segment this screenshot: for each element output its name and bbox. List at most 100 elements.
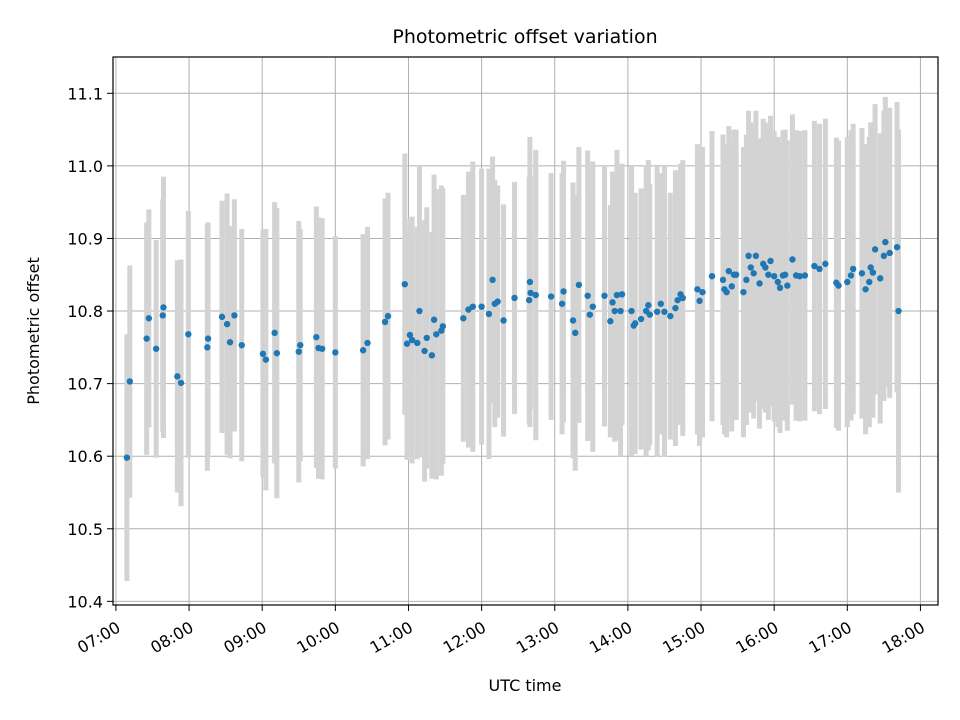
data-point — [226, 339, 234, 346]
data-point — [607, 318, 614, 325]
data-point — [628, 307, 635, 315]
data-point — [844, 278, 851, 286]
data-point — [589, 303, 596, 310]
data-point — [204, 344, 211, 351]
data-point — [609, 299, 616, 306]
data-point — [160, 304, 167, 311]
data-point — [575, 281, 583, 289]
data-point — [416, 307, 423, 315]
data-point — [262, 356, 270, 363]
data-point — [439, 323, 447, 330]
y-tick-label: 10.9 — [67, 229, 103, 248]
data-point — [525, 296, 533, 304]
data-point — [732, 271, 740, 278]
data-point — [667, 312, 674, 320]
data-point — [882, 238, 889, 246]
data-point — [511, 294, 518, 302]
data-point — [699, 288, 706, 296]
data-point — [273, 349, 281, 357]
data-point — [708, 273, 716, 280]
data-point — [297, 341, 304, 349]
data-point — [811, 262, 818, 270]
data-point — [423, 334, 430, 342]
y-tick-label: 10.4 — [67, 592, 103, 611]
data-point — [332, 349, 339, 356]
data-point — [866, 278, 873, 286]
data-points — [123, 238, 902, 461]
data-point — [586, 311, 594, 318]
data-point — [694, 286, 701, 293]
data-point — [770, 273, 778, 280]
data-point — [725, 267, 733, 275]
data-point — [869, 269, 877, 276]
data-point — [532, 291, 539, 299]
data-point — [478, 303, 485, 310]
data-point — [776, 284, 784, 292]
data-point — [428, 352, 436, 359]
data-point — [796, 273, 803, 280]
data-point — [159, 312, 166, 319]
data-point — [756, 280, 763, 287]
y-tick-label: 11.0 — [67, 157, 103, 176]
data-point — [723, 288, 730, 296]
data-point — [558, 300, 566, 307]
data-point — [847, 272, 855, 279]
data-point — [774, 278, 782, 286]
data-point — [762, 264, 769, 271]
data-point — [218, 313, 226, 321]
data-point — [433, 331, 440, 338]
data-point — [177, 379, 185, 387]
data-point — [617, 307, 624, 315]
data-point — [223, 320, 231, 328]
data-point — [494, 298, 501, 305]
data-point — [645, 302, 652, 309]
data-point — [572, 329, 579, 337]
data-point — [632, 320, 639, 327]
data-point — [601, 292, 608, 299]
data-point — [384, 312, 392, 320]
data-point — [295, 348, 302, 355]
data-point — [822, 260, 829, 268]
data-point — [421, 347, 428, 355]
data-point — [231, 312, 238, 319]
data-point — [679, 294, 686, 302]
data-point — [500, 317, 507, 324]
chart-title: Photometric offset variation — [392, 26, 657, 48]
data-point — [584, 292, 591, 299]
data-point — [611, 307, 618, 315]
y-axis-ticks: 10.4 10.5 10.6 10.7 10.8 10.9 11.0 11.1 — [67, 84, 113, 611]
data-point — [801, 272, 809, 279]
data-point — [784, 282, 791, 289]
data-point — [527, 289, 534, 297]
data-point — [560, 288, 567, 295]
data-point — [174, 373, 181, 380]
data-point — [674, 296, 681, 304]
data-point — [469, 303, 477, 310]
y-tick-label: 10.6 — [67, 447, 103, 466]
data-point — [880, 252, 888, 260]
y-tick-label: 10.5 — [67, 520, 103, 539]
data-point — [867, 264, 874, 271]
data-point — [414, 339, 421, 347]
data-point — [403, 340, 411, 347]
data-point — [657, 300, 665, 307]
data-point — [618, 291, 626, 298]
y-tick-label: 11.1 — [67, 84, 103, 103]
data-point — [743, 276, 750, 284]
data-point — [489, 276, 496, 284]
data-point — [877, 275, 884, 282]
data-point — [862, 286, 869, 293]
data-point — [750, 270, 757, 277]
data-point — [238, 341, 245, 349]
data-point — [271, 329, 278, 337]
data-point — [745, 252, 752, 260]
data-point — [767, 257, 774, 265]
data-point — [408, 336, 416, 344]
data-point — [547, 293, 555, 300]
data-point — [364, 339, 371, 347]
data-point — [401, 280, 409, 288]
data-point — [145, 315, 153, 322]
y-tick-label: 10.7 — [67, 375, 103, 394]
data-point — [259, 350, 267, 358]
